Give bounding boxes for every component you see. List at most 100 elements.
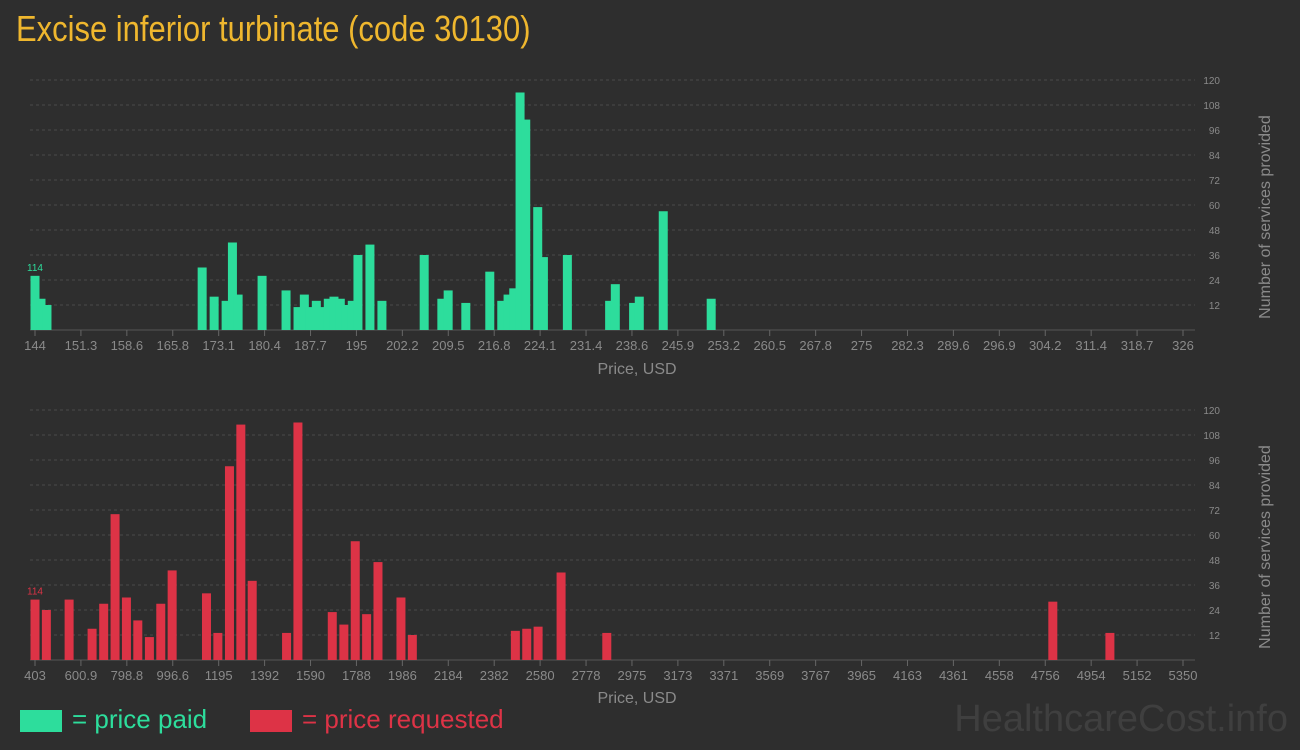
bar	[121, 597, 131, 660]
bar	[144, 637, 154, 660]
bar	[201, 593, 211, 660]
x-tick-label: 202.2	[386, 338, 419, 353]
bar	[167, 570, 177, 660]
y-tick-label: 120	[1203, 406, 1220, 417]
bar	[323, 298, 333, 330]
x-tick-label: 3371	[709, 668, 738, 683]
x-tick-label: 4756	[1031, 668, 1060, 683]
x-tick-label: 3569	[755, 668, 784, 683]
x-tick-label: 267.8	[799, 338, 832, 353]
bar	[510, 630, 520, 660]
bar	[293, 422, 303, 660]
bar	[339, 624, 349, 660]
bar	[30, 599, 40, 660]
x-tick-label: 4954	[1077, 668, 1106, 683]
bar	[233, 294, 243, 330]
x-tick-label: 318.7	[1121, 338, 1154, 353]
peak-data-label: 114	[27, 587, 43, 598]
y-tick-label: 84	[1209, 481, 1221, 492]
x-tick-label: 144	[24, 338, 46, 353]
legend-swatch-requested	[250, 710, 292, 732]
y-tick-label: 108	[1203, 101, 1220, 112]
x-tick-label: 2975	[617, 668, 646, 683]
legend-label-requested: = price requested	[302, 704, 504, 734]
x-tick-label: 3965	[847, 668, 876, 683]
y-axis-label: Number of services provided	[1257, 115, 1274, 319]
x-tick-label: 1195	[205, 668, 233, 683]
bar	[443, 290, 453, 330]
bar	[634, 296, 644, 330]
price-paid-chart: 12 24 36 48 60 72 84 96 108 120 144 151.3 158.6 165.8…	[24, 76, 1274, 378]
y-tick-label: 96	[1209, 126, 1221, 137]
y-tick-label: 96	[1209, 456, 1221, 467]
bar	[311, 300, 321, 330]
x-tick-label: 2580	[526, 668, 555, 683]
bar	[353, 255, 363, 330]
bar	[227, 242, 237, 330]
bar	[1048, 601, 1058, 660]
bar	[396, 597, 406, 660]
x-tick-label: 216.8	[478, 338, 511, 353]
y-tick-label: 48	[1209, 556, 1221, 567]
x-tick-label: 195	[346, 338, 368, 353]
y-tick-label: 12	[1209, 631, 1221, 642]
legend-label-paid: = price paid	[72, 704, 208, 734]
x-tick-label: 326	[1172, 338, 1194, 353]
x-tick-label: 209.5	[432, 338, 465, 353]
bar	[36, 298, 46, 330]
y-tick-label: 72	[1209, 176, 1221, 187]
bar	[213, 632, 223, 660]
bar	[64, 599, 74, 660]
x-tick-label: 158.6	[111, 338, 144, 353]
x-tick-label: 4361	[939, 668, 968, 683]
bar	[533, 626, 543, 660]
bar	[133, 620, 143, 660]
y-tick-label: 60	[1209, 201, 1221, 212]
bar	[221, 300, 231, 330]
y-tick-label: 84	[1209, 151, 1221, 162]
bar	[305, 307, 315, 330]
y-tick-label: 36	[1209, 581, 1221, 592]
bar	[373, 562, 383, 660]
watermark: HealthcareCost.info	[954, 698, 1288, 740]
bar	[282, 632, 292, 660]
bar	[299, 294, 309, 330]
bar	[556, 572, 566, 660]
x-tick-label: 187.7	[294, 338, 327, 353]
price-requested-chart: 12 24 36 48 60 72 84 96 108 120 403 600.9 798.8 996.6…	[24, 406, 1274, 707]
x-tick-label: 304.2	[1029, 338, 1062, 353]
bar	[99, 603, 109, 660]
bar	[327, 612, 337, 660]
bar	[30, 275, 40, 330]
bar	[610, 284, 620, 330]
x-tick-label: 1986	[388, 668, 417, 683]
x-tick-label: 231.4	[570, 338, 603, 353]
x-axis-label: Price, USD	[597, 690, 676, 707]
bar	[485, 271, 495, 330]
legend-swatch-paid	[20, 710, 62, 732]
page-title: Excise inferior turbinate (code 30130)	[16, 8, 531, 49]
bar	[197, 267, 207, 330]
bar	[209, 296, 219, 330]
bar	[41, 610, 51, 660]
x-tick-label: 996.6	[156, 668, 189, 683]
x-tick-label: 5350	[1169, 668, 1198, 683]
x-tick-label: 224.1	[524, 338, 557, 353]
bar	[658, 211, 668, 330]
y-tick-label: 72	[1209, 506, 1221, 517]
y-tick-label: 24	[1209, 606, 1221, 617]
bar	[110, 514, 120, 660]
bar	[521, 119, 531, 330]
x-tick-label: 260.5	[753, 338, 786, 353]
bar	[538, 257, 548, 330]
x-tick-label: 3173	[663, 668, 692, 683]
x-tick-label: 2184	[434, 668, 463, 683]
y-tick-label: 48	[1209, 226, 1221, 237]
x-tick-label: 3767	[801, 668, 830, 683]
bar	[236, 424, 246, 660]
bar	[407, 635, 417, 660]
bar	[461, 302, 471, 330]
y-tick-label: 12	[1209, 301, 1221, 312]
y-tick-label: 24	[1209, 276, 1221, 287]
x-tick-label: 1392	[250, 668, 279, 683]
